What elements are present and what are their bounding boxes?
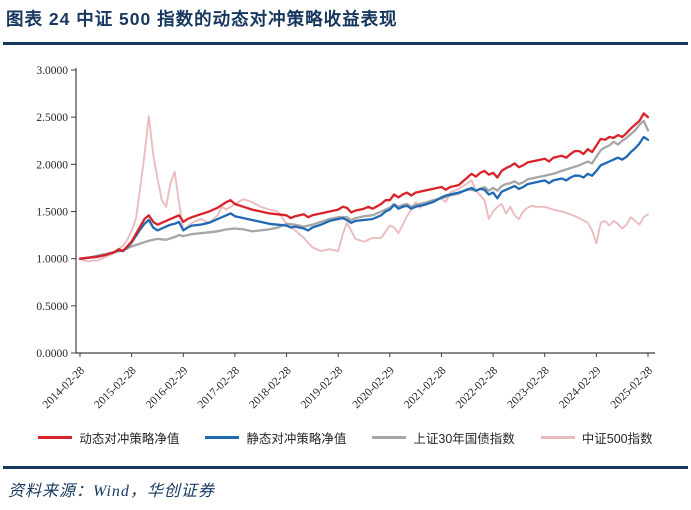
series-line-3 [79,115,649,263]
y-axis-tick-label: 1.5000 [36,207,68,219]
legend-line-swatch-red [38,436,73,439]
x-axis-tick-label: 2023-02-28 [505,364,552,411]
y-axis-tick-label: 2.0000 [36,159,68,171]
legend-label: 动态对冲策略净值 [79,432,180,446]
y-axis-tick-label: 0.0000 [36,348,68,360]
footer-divider [3,466,688,469]
legend-label: 中证500指数 [581,432,653,446]
legend-line-swatch-pink [540,436,575,439]
legend-item-static-hedge: 静态对冲策略净值 [205,428,346,447]
figure-title: 图表 24 中证 500 指数的动态对冲策略收益表现 [6,9,398,29]
y-axis-tick-label: 0.5000 [36,301,68,313]
series-line-0 [78,112,650,260]
legend-item-treasury-index: 上证30年国债指数 [372,428,515,447]
x-axis-tick-label: 2019-02-28 [299,364,346,411]
legend-item-csi500-index: 中证500指数 [540,428,653,447]
legend-label: 上证30年国债指数 [413,432,515,446]
legend-item-dynamic-hedge: 动态对冲策略净值 [38,428,179,447]
title-divider [3,42,688,45]
chart-legend: 动态对冲策略净值 静态对冲策略净值 上证30年国债指数 中证500指数 [0,428,691,447]
x-axis-tick-label: 2021-02-28 [402,364,449,411]
x-axis-tick-label: 2017-02-28 [196,364,243,411]
x-axis-tick-label: 2015-02-28 [92,364,139,411]
x-axis-tick-label: 2016-02-29 [144,364,191,411]
y-axis-tick-label: 2.5000 [36,112,68,124]
series-line-1 [78,135,650,260]
x-axis-tick-label: 2018-02-28 [247,364,294,411]
legend-label: 静态对冲策略净值 [246,432,347,446]
x-axis-tick-label: 2014-02-28 [41,364,88,411]
source-note: 资料来源：Wind，华创证券 [8,483,215,500]
x-axis-tick-label: 2024-02-29 [557,364,604,411]
y-axis-tick-label: 3.0000 [36,65,68,77]
legend-line-swatch-gray [372,436,407,439]
x-axis-tick-label: 2022-02-28 [454,364,501,411]
x-axis-tick-label: 2020-02-29 [351,364,398,411]
y-axis-tick-label: 1.0000 [36,254,68,266]
series-line-2 [78,119,650,260]
x-axis-tick-label: 2025-02-28 [609,364,656,411]
legend-line-swatch-blue [205,436,240,439]
